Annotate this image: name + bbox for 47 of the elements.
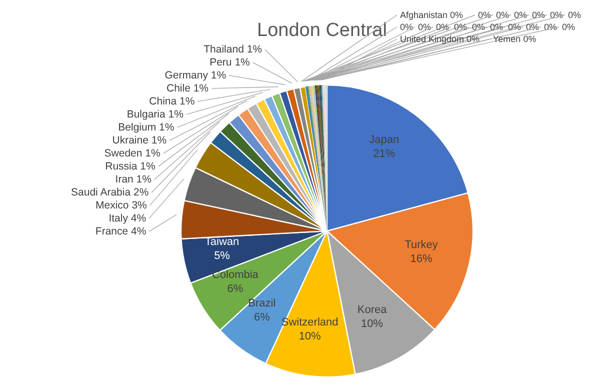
data-label: 0% bbox=[532, 10, 546, 20]
data-label: 0% bbox=[472, 22, 486, 32]
data-label: 0% bbox=[490, 22, 504, 32]
slice-label: Bulgaria 1% bbox=[126, 108, 184, 120]
data-label: 0% bbox=[400, 22, 414, 32]
slice-label: Russia 1% bbox=[105, 160, 156, 172]
data-label: 0% bbox=[508, 22, 522, 32]
slice-label: United Kingdom 0% bbox=[400, 34, 480, 44]
data-label: 0% bbox=[568, 10, 582, 20]
data-label: 10% bbox=[361, 318, 384, 330]
slice-label: Sweden 1% bbox=[104, 147, 160, 160]
data-label: 10% bbox=[298, 330, 322, 342]
slice-label: Peru 1% bbox=[210, 56, 250, 68]
slice-label: Chile 1% bbox=[166, 82, 209, 94]
slice-label: Taiwan bbox=[204, 236, 240, 248]
slice-label: Mexico 3% bbox=[96, 199, 147, 212]
data-label: 0% bbox=[496, 10, 510, 20]
data-label: 0% bbox=[454, 22, 468, 32]
data-label: 6% bbox=[227, 282, 244, 295]
slice-label: China 1% bbox=[149, 95, 195, 108]
slice-label: Italy 4% bbox=[108, 212, 146, 224]
slice-label: Thailand 1% bbox=[204, 43, 262, 56]
slice-label: Afghanistan 0% bbox=[400, 10, 464, 20]
slice-label: Korea bbox=[357, 304, 388, 316]
data-label: 5% bbox=[214, 250, 230, 262]
data-label: 0% bbox=[550, 10, 564, 20]
slice-label: Brazil bbox=[248, 298, 276, 310]
data-label: 0% bbox=[526, 22, 540, 32]
slice-label: France 4% bbox=[95, 225, 146, 238]
data-label: 16% bbox=[410, 253, 433, 266]
slice-label: Saudi Arabia 2% bbox=[71, 186, 149, 198]
slice-label: Japan bbox=[369, 134, 400, 146]
slice-label: Germany 1% bbox=[164, 69, 226, 82]
chart-title: London Central bbox=[257, 20, 387, 41]
data-label: 0% bbox=[436, 22, 450, 32]
data-label: 6% bbox=[254, 312, 270, 324]
slice-label: Yemen 0% bbox=[493, 34, 536, 44]
data-label: 0% bbox=[562, 22, 576, 32]
data-label: 21% bbox=[373, 148, 396, 160]
slice-label: Belgium 1% bbox=[118, 121, 174, 134]
data-label: 0% bbox=[418, 22, 432, 32]
slice-label: Turkey bbox=[404, 239, 438, 252]
slice-label: Iran 1% bbox=[115, 173, 152, 186]
data-label: 0% bbox=[544, 22, 558, 32]
slice-label: Ukraine 1% bbox=[112, 134, 167, 146]
data-label: 0% bbox=[478, 10, 492, 20]
data-label: 0% bbox=[514, 10, 528, 20]
